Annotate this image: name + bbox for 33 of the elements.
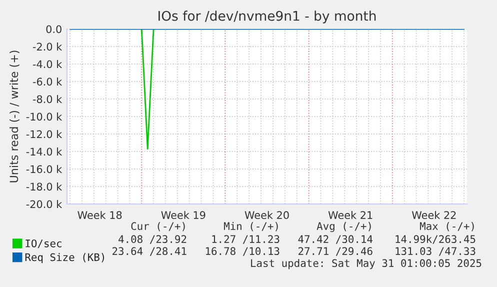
text: 1.27 /11.23 [212, 235, 280, 244]
x-tick-label: Week 20 [244, 210, 289, 220]
y-tick-label: -12.0 k [26, 130, 62, 138]
y-tick-label: -6.0 k [32, 78, 62, 86]
y-tick-label: -18.0 k [26, 182, 62, 191]
y-tick-label: -20.0 k [26, 200, 62, 208]
text: 23.64 /28.41 [112, 247, 186, 256]
text: 16.78 /10.13 [206, 247, 280, 256]
y-axis-title: Units read (-) / write (+) [10, 50, 20, 182]
y-tick-label: -2.0 k [32, 42, 62, 51]
x-tick-label: Week 18 [78, 210, 122, 220]
x-tick-label: Week 22 [412, 210, 456, 220]
text: Last update: Sat May 31 01:00:05 2025 [251, 258, 482, 270]
y-tick-label: -10.0 k [26, 112, 62, 121]
y-tick-label: -8.0 k [32, 95, 62, 104]
chart-title: IOs for /dev/nvme9n1 - by month [158, 10, 376, 24]
legend-label: Req Size (KB) [25, 253, 104, 264]
x-tick-label: Week 19 [161, 210, 206, 220]
text: Min (-/+) [224, 222, 278, 232]
y-tick-label: -16.0 k [26, 165, 62, 174]
text: 27.71 /29.46 [298, 247, 372, 256]
text: Avg (-/+) [316, 222, 371, 232]
text: 4.08 /23.92 [118, 235, 186, 244]
text: Cur (-/+) [131, 222, 185, 232]
legend-label: IO/sec [26, 239, 62, 248]
x-tick-label: Week 21 [328, 210, 372, 220]
text: Max (-/+) [420, 222, 474, 232]
y-tick-label: -4.0 k [32, 60, 62, 68]
text: 131.03 /47.33 [396, 247, 476, 256]
y-tick-label: -14.0 k [26, 148, 62, 156]
text: 47.42 /30.14 [298, 235, 373, 244]
y-tick-label: 0.0 [46, 25, 62, 34]
text: 14.99k/263.45 [396, 234, 476, 244]
